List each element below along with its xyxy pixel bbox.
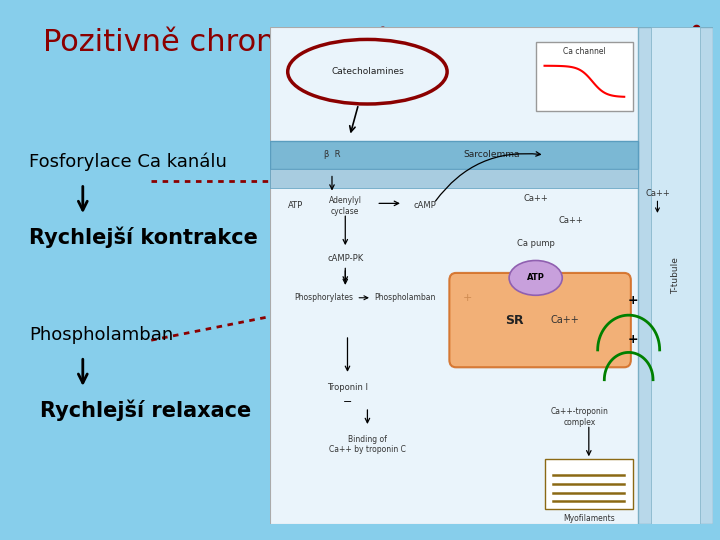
- Text: +: +: [628, 294, 639, 307]
- Bar: [270, 141, 637, 168]
- Text: Catecholamines: Catecholamines: [331, 67, 404, 76]
- Text: Phosphorylates: Phosphorylates: [294, 293, 354, 302]
- Text: Troponin I: Troponin I: [327, 383, 368, 391]
- Text: ATP: ATP: [288, 201, 303, 211]
- Bar: [536, 42, 633, 111]
- Text: Fosforylace Ca kanálu: Fosforylace Ca kanálu: [29, 153, 227, 171]
- Text: cAMP-PK: cAMP-PK: [327, 253, 364, 262]
- Text: +: +: [462, 293, 472, 303]
- Bar: [637, 27, 713, 524]
- Text: Sarcolemma: Sarcolemma: [463, 151, 520, 159]
- Text: Binding of
Ca++ by troponin C: Binding of Ca++ by troponin C: [329, 435, 406, 454]
- Text: Ca++: Ca++: [523, 194, 548, 203]
- Text: SR: SR: [505, 314, 524, 327]
- FancyBboxPatch shape: [449, 273, 631, 367]
- Text: Ca channel: Ca channel: [563, 47, 606, 56]
- Text: Ca pump: Ca pump: [517, 239, 554, 248]
- Text: +: +: [628, 334, 639, 347]
- Text: Myofilaments: Myofilaments: [563, 514, 615, 523]
- Text: Ca++-troponin
complex: Ca++-troponin complex: [551, 407, 609, 427]
- Text: Ca++: Ca++: [551, 315, 580, 325]
- Text: Ca++: Ca++: [645, 189, 670, 198]
- Text: −: −: [343, 397, 352, 407]
- Ellipse shape: [509, 260, 562, 295]
- Text: ATP: ATP: [527, 273, 544, 282]
- Text: T-tubule: T-tubule: [670, 257, 680, 294]
- Text: Rychlejší kontrakce: Rychlejší kontrakce: [29, 227, 258, 248]
- Text: Phospholamban: Phospholamban: [29, 326, 173, 344]
- Text: Phospholamban: Phospholamban: [374, 293, 436, 302]
- Text: Ca++: Ca++: [559, 216, 583, 225]
- Text: Adenylyl
cyclase: Adenylyl cyclase: [329, 196, 361, 215]
- Text: β  R: β R: [324, 151, 341, 159]
- Bar: [651, 27, 700, 524]
- Bar: [270, 168, 637, 188]
- Text: Rychlejší relaxace: Rychlejší relaxace: [40, 400, 251, 421]
- Text: Pozitivně chronotropní efekt katecholaminů: Pozitivně chronotropní efekt katecholami…: [42, 24, 706, 57]
- Text: cAMP: cAMP: [413, 201, 436, 211]
- Bar: [544, 459, 633, 509]
